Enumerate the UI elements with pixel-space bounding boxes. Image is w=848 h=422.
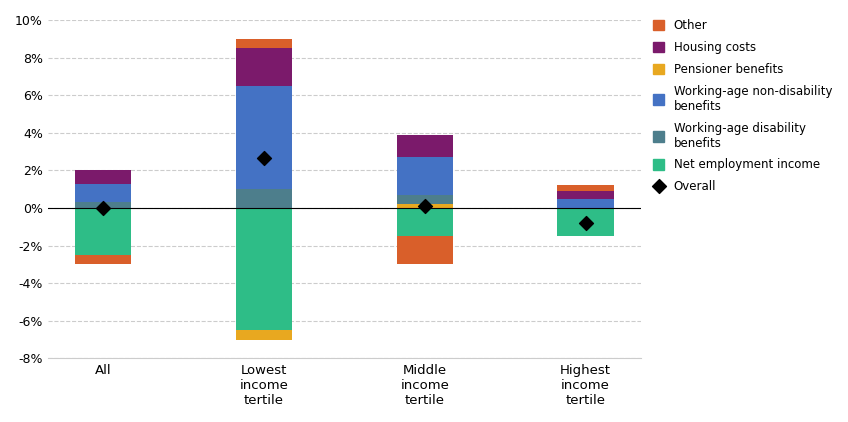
Bar [397,157,453,195]
Bar [236,189,292,208]
Bar [397,135,453,157]
Point [579,220,593,227]
Bar [75,170,131,184]
Bar [557,191,614,199]
Bar [557,185,614,191]
Point [418,203,432,209]
Bar [397,208,453,236]
Bar [236,39,292,48]
Bar [236,208,292,330]
Bar [557,208,614,236]
Bar [75,203,131,208]
Bar [236,48,292,86]
Bar [397,204,453,208]
Point [257,155,271,162]
Point [96,204,109,211]
Bar [236,86,292,189]
Bar [557,199,614,208]
Bar [75,184,131,203]
Legend: Other, Housing costs, Pensioner benefits, Working-age non-disability
benefits, W: Other, Housing costs, Pensioner benefits… [653,19,833,193]
Bar [397,195,453,204]
Bar [397,236,453,265]
Bar [236,330,292,340]
Bar [75,208,131,255]
Bar [75,255,131,265]
